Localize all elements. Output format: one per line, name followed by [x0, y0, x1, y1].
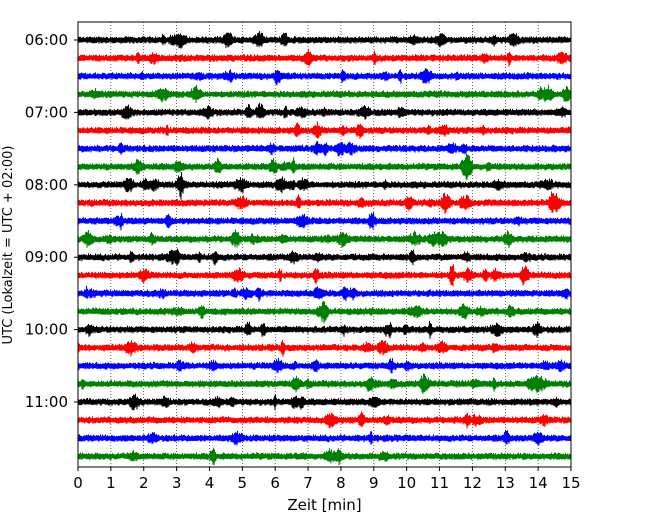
trace-line	[77, 212, 572, 231]
y-tick-label: 09:00	[25, 248, 68, 266]
trace-line	[77, 248, 572, 266]
x-tick-label: 4	[205, 474, 215, 492]
trace-line	[77, 447, 572, 466]
trace-line	[77, 49, 572, 67]
trace-line	[77, 30, 572, 49]
x-axis: 0 1 2 3 4 5 6 7 8 9 10 11 12 13 14 15	[73, 467, 581, 492]
x-tick-label: 1	[106, 474, 116, 492]
trace-line	[77, 285, 572, 302]
x-tick-label: 7	[303, 474, 313, 492]
x-tick-label: 11	[430, 474, 449, 492]
x-tick-label: 5	[238, 474, 248, 492]
x-tick-label: 3	[172, 474, 182, 492]
y-axis-label: UTC (Lokalzeit = UTC + 02:00)	[1, 146, 16, 345]
trace-line	[77, 264, 572, 287]
trace-line	[77, 68, 572, 86]
y-tick-label: 10:00	[25, 321, 68, 339]
y-axis: 06:00 07:00 08:00 09:00 10:00 11:00	[25, 31, 78, 411]
traces	[77, 30, 572, 466]
y-tick-label: 07:00	[25, 103, 68, 121]
x-tick-label: 13	[496, 474, 515, 492]
x-tick-label: 6	[270, 474, 280, 492]
trace-line	[77, 153, 572, 181]
trace-line	[77, 191, 572, 214]
x-tick-label: 2	[139, 474, 149, 492]
trace-line	[77, 102, 572, 120]
trace-line	[77, 172, 572, 200]
trace-line	[77, 84, 572, 103]
trace-line	[77, 393, 572, 411]
trace-line	[77, 339, 572, 357]
y-tick-label: 11:00	[25, 393, 68, 411]
x-tick-label: 14	[529, 474, 548, 492]
x-tick-label: 12	[463, 474, 482, 492]
y-tick-label: 08:00	[25, 176, 68, 194]
x-axis-label: Zeit [min]	[287, 496, 361, 514]
trace-line	[77, 229, 572, 249]
trace-line	[77, 357, 572, 374]
x-tick-label: 8	[336, 474, 346, 492]
plot-frame	[77, 21, 572, 468]
trace-line	[77, 411, 572, 429]
x-tick-label: 0	[73, 474, 83, 492]
x-tick-label: 9	[369, 474, 379, 492]
x-tick-label: 15	[561, 474, 580, 492]
trace-line	[77, 300, 572, 324]
trace-line	[77, 430, 572, 446]
trace-line	[77, 320, 572, 339]
y-tick-label: 06:00	[25, 31, 68, 49]
x-tick-label: 10	[397, 474, 416, 492]
trace-line	[77, 121, 572, 140]
trace-line	[77, 140, 572, 157]
trace-line	[77, 373, 572, 395]
